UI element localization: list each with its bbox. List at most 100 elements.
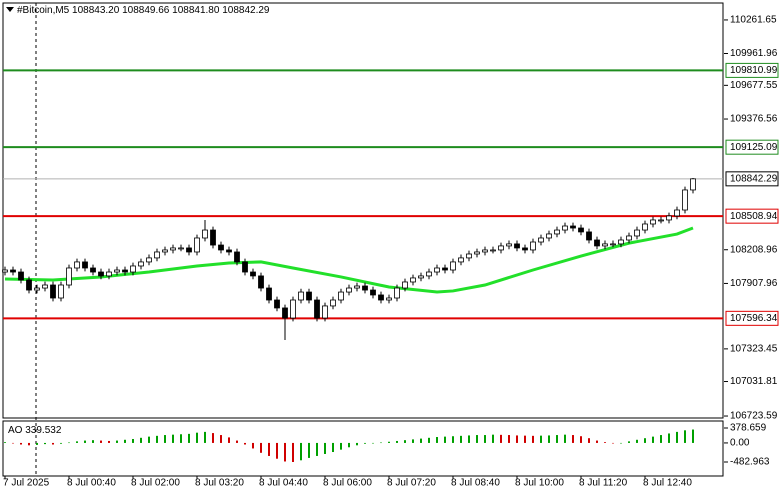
price-panel [2, 2, 724, 419]
x-tick-label: 8 Jul 03:20 [195, 478, 244, 489]
ao-bar [4, 442, 6, 443]
candle-body [178, 247, 184, 250]
level-label-box [725, 62, 779, 78]
level-label: 109810.99 [730, 65, 778, 76]
y-tick-label: 107907.96 [730, 278, 778, 289]
y-tick-label: 108208.96 [730, 244, 778, 255]
candle-body [2, 269, 8, 273]
candle-body [290, 299, 296, 319]
collapse-icon [6, 7, 14, 12]
candle-body [546, 233, 552, 239]
ao-bar [148, 436, 150, 443]
candle-body [658, 219, 664, 222]
candle-body [74, 261, 80, 269]
candle-body [434, 267, 440, 273]
candle-body [626, 235, 632, 241]
ao-bar [412, 439, 414, 443]
candle-body [202, 229, 208, 239]
ao-bar [652, 436, 654, 443]
ao-bar [84, 440, 86, 443]
ao-bar [236, 440, 238, 443]
ao-bar [612, 442, 614, 444]
candle-body [234, 251, 240, 263]
ao-bar [260, 442, 262, 453]
ao-bar [580, 436, 582, 443]
candle-body [250, 271, 256, 277]
ao-bar [452, 436, 454, 443]
ao-y-tick-label: 378.659 [730, 423, 767, 434]
ao-bar [108, 440, 110, 443]
candle-body [354, 285, 360, 289]
candle-body [154, 251, 160, 259]
ao-bar [76, 441, 78, 443]
header-open: 108843.20 [72, 5, 120, 16]
ao-bar [596, 440, 598, 443]
ao-bar [476, 435, 478, 443]
x-tick-label: 8 Jul 11:20 [579, 478, 628, 489]
candle-body [34, 287, 40, 291]
header-high: 108849.66 [122, 5, 170, 16]
ao-bar [324, 442, 326, 454]
ao-panel [2, 420, 724, 477]
candle-body [578, 227, 584, 233]
candle-body [106, 271, 112, 277]
ao-bar [212, 433, 214, 443]
y-tick-label: 110261.65 [730, 15, 777, 26]
y-tick-label: 109376.56 [730, 114, 778, 125]
current-price-label: 108842.29 [730, 173, 778, 184]
ao-y-tick-label: 0.00 [730, 438, 750, 449]
ao-bar [204, 431, 206, 443]
ao-bar [196, 432, 198, 443]
candle-body [674, 209, 680, 217]
ao-bar [460, 435, 462, 443]
ao-bar [284, 442, 286, 462]
ao-bar [556, 435, 558, 443]
candle-body [570, 225, 576, 229]
x-tick-label: 8 Jul 07:20 [387, 478, 436, 489]
candle-body [314, 299, 320, 319]
candle-body [482, 249, 488, 253]
header-close: 108842.29 [222, 5, 270, 16]
candle-body [450, 261, 456, 271]
candle-body [514, 243, 520, 249]
candle-body [66, 267, 72, 286]
candle-body [298, 291, 304, 301]
candle-body [538, 237, 544, 243]
ao-bar [508, 435, 510, 443]
ao-bar [116, 440, 118, 443]
x-tick-label: 8 Jul 02:00 [131, 478, 180, 489]
x-tick-label: 8 Jul 06:00 [323, 478, 372, 489]
ao-bar [100, 440, 102, 443]
ao-bar [540, 435, 542, 443]
ao-last: 339.532 [25, 425, 62, 436]
candle-body [170, 247, 176, 251]
x-tick-label: 8 Jul 00:40 [67, 478, 116, 489]
ao-bar [364, 442, 366, 444]
ao-bar [692, 429, 694, 443]
x-tick-label: 8 Jul 10:00 [515, 478, 564, 489]
ao-bar [356, 442, 358, 446]
candle-body [442, 267, 448, 271]
candle-body [26, 279, 32, 291]
candle-body [42, 284, 48, 289]
candle-body [634, 229, 640, 237]
candle-body [610, 243, 616, 246]
ao-bar [588, 438, 590, 443]
candle-body [322, 305, 328, 319]
candle-body [114, 269, 120, 273]
ao-bar [60, 442, 62, 444]
level-label: 109125.09 [730, 142, 778, 153]
candle-body [194, 237, 200, 253]
candle-body [306, 291, 312, 301]
ao-bar [524, 435, 526, 443]
ao-bar [604, 442, 606, 443]
y-tick-label: 109677.55 [730, 80, 778, 91]
level-label: 107596.34 [730, 313, 778, 324]
ao-bar [620, 442, 622, 444]
ao-bar [516, 435, 518, 443]
ao-bar [436, 437, 438, 443]
candle-body [338, 291, 344, 301]
ao-bar [244, 442, 246, 445]
ao-bar [396, 440, 398, 443]
